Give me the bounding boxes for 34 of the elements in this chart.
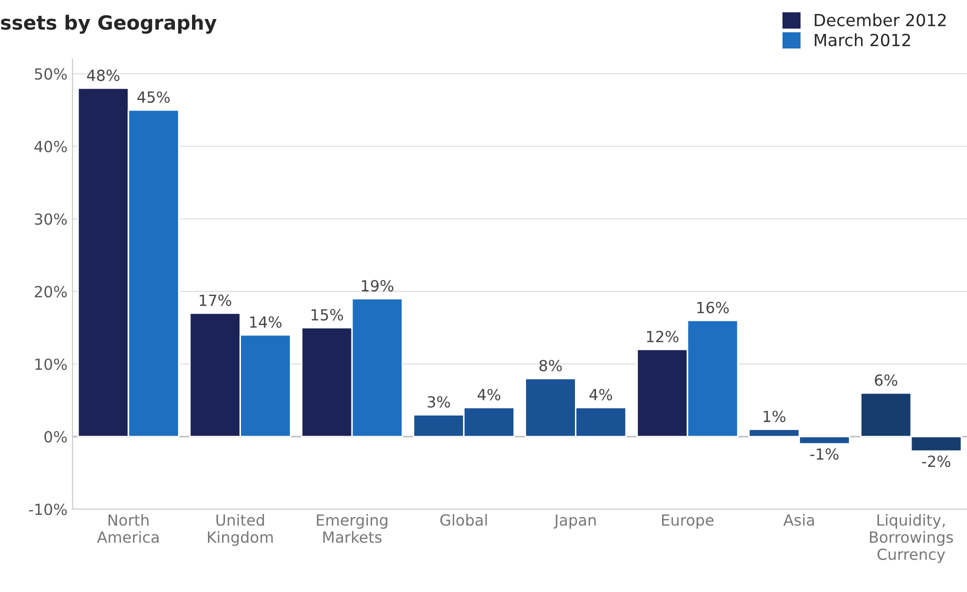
- x-tick-label: Emerging Markets: [316, 514, 388, 543]
- data-label: 14%: [250, 316, 282, 328]
- data-label: 48%: [87, 70, 120, 82]
- data-label: 8%: [539, 360, 562, 372]
- data-label: 3%: [428, 396, 450, 408]
- data-label: 16%: [697, 302, 729, 314]
- data-label: -2%: [922, 456, 950, 468]
- data-label: 17%: [200, 294, 232, 306]
- x-tick-label: Liquidity, Borrowings Currency: [870, 514, 953, 563]
- data-label: 12%: [647, 330, 678, 342]
- data-label: 4%: [478, 388, 500, 400]
- data-label: -1%: [810, 448, 838, 460]
- x-tick-label: Europe: [662, 514, 714, 529]
- legend-label: March 2012: [814, 33, 910, 46]
- y-tick-label: 0%: [44, 431, 67, 443]
- y-tick-label: 40%: [34, 140, 67, 152]
- y-tick-label: 50%: [34, 68, 67, 80]
- y-tick-label: 10%: [35, 358, 67, 370]
- chart-title: ssets by Geography: [1, 14, 217, 34]
- x-tick-label: North America: [97, 514, 159, 543]
- x-tick-label: Japan: [554, 514, 596, 529]
- data-label: 15%: [312, 309, 344, 321]
- y-tick-label: 20%: [34, 286, 67, 298]
- x-tick-label: Global: [440, 514, 487, 526]
- data-label: 45%: [137, 91, 170, 103]
- data-label: 1%: [764, 410, 786, 422]
- x-tick-label: United Kingdom: [208, 514, 273, 546]
- data-label: 6%: [874, 374, 898, 386]
- y-tick-label: 30%: [34, 213, 67, 225]
- data-label: 19%: [362, 280, 394, 292]
- data-label: 4%: [589, 388, 612, 400]
- y-tick-label: -10%: [28, 504, 67, 516]
- x-tick-label: Asia: [783, 514, 814, 526]
- legend-label: December 2012: [814, 13, 946, 26]
